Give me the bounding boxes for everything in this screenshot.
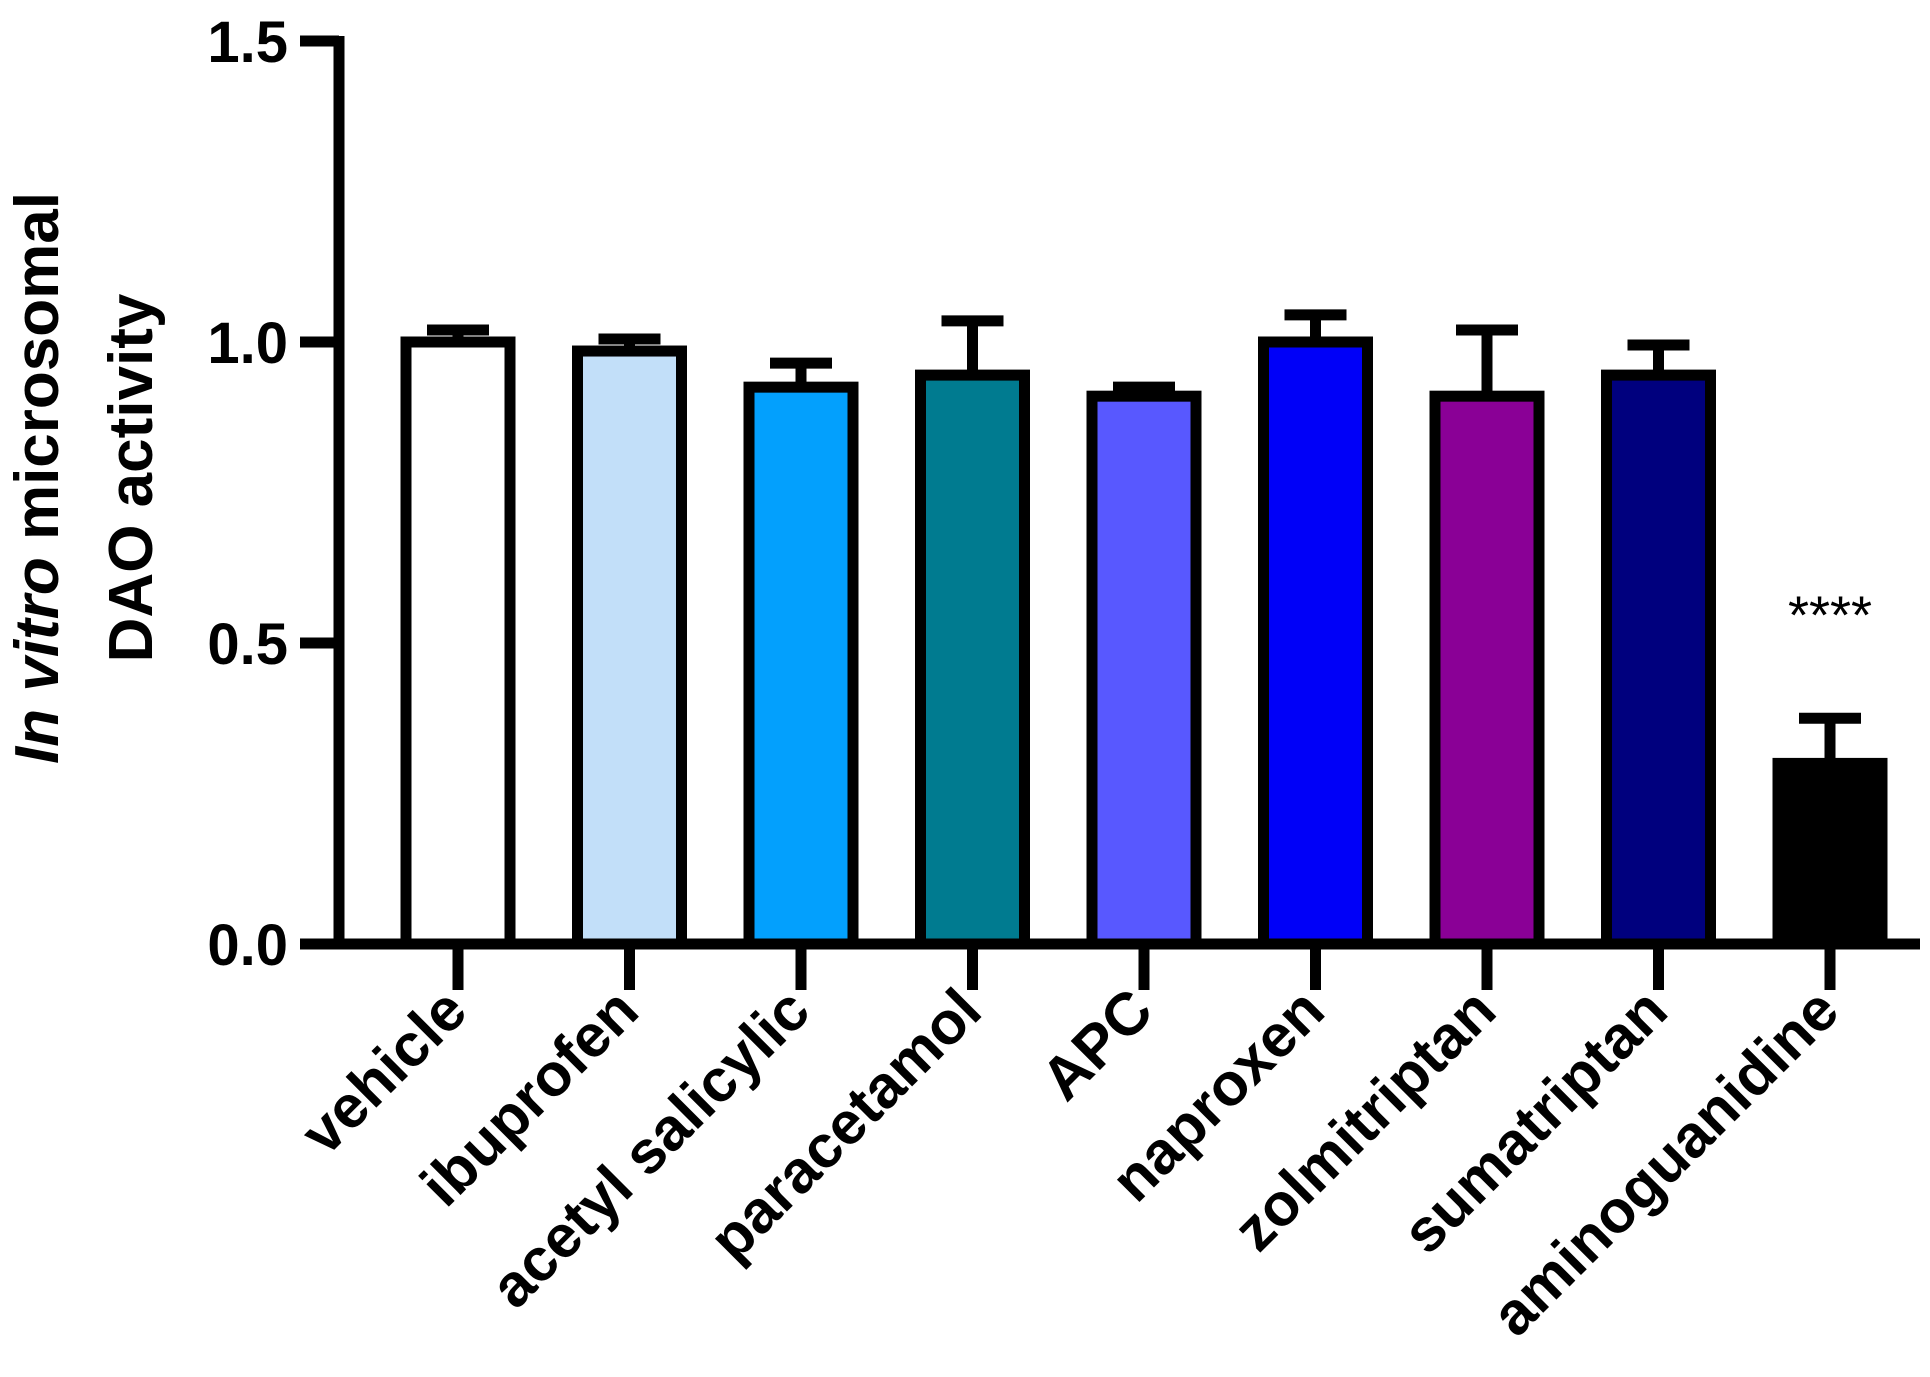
- bar-4: [1086, 390, 1202, 950]
- y-tick-label-2: 1.0: [207, 311, 288, 376]
- y-axis-label-line2: DAO activity: [97, 293, 166, 662]
- bar-6: [1429, 390, 1545, 950]
- y-tick-label-3: 1.5: [207, 10, 288, 75]
- bars-layer: [400, 309, 1888, 950]
- bar-2: [743, 381, 859, 950]
- y-axis-label-italic: In vitro: [3, 557, 72, 764]
- y-axis-label-rest: microsomal: [3, 192, 72, 557]
- y-tick-label-0: 0.0: [207, 913, 288, 978]
- y-tick-label-1: 0.5: [207, 612, 288, 677]
- bar-5: [1258, 336, 1373, 950]
- y-axis-label-line1: In vitro microsomal: [3, 192, 72, 764]
- y-axis-label: In vitro microsomal DAO activity: [3, 192, 166, 764]
- bar-7: [1601, 369, 1716, 950]
- bar-8: [1772, 757, 1888, 944]
- bar-1: [572, 345, 687, 950]
- x-tick-label-2: acetyl salicylic: [478, 976, 823, 1321]
- bar-3: [915, 369, 1030, 950]
- axes-layer: [300, 35, 1920, 990]
- significance-annotation: ****: [1788, 585, 1872, 645]
- bar-0: [400, 336, 516, 950]
- x-tick-label-4: APC: [1028, 976, 1165, 1113]
